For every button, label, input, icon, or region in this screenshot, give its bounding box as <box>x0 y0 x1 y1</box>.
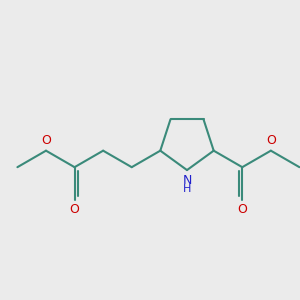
Text: O: O <box>70 203 80 216</box>
Text: O: O <box>41 134 51 147</box>
Text: H: H <box>183 184 191 194</box>
Text: O: O <box>237 203 247 216</box>
Text: O: O <box>266 134 276 147</box>
Text: N: N <box>182 174 192 187</box>
